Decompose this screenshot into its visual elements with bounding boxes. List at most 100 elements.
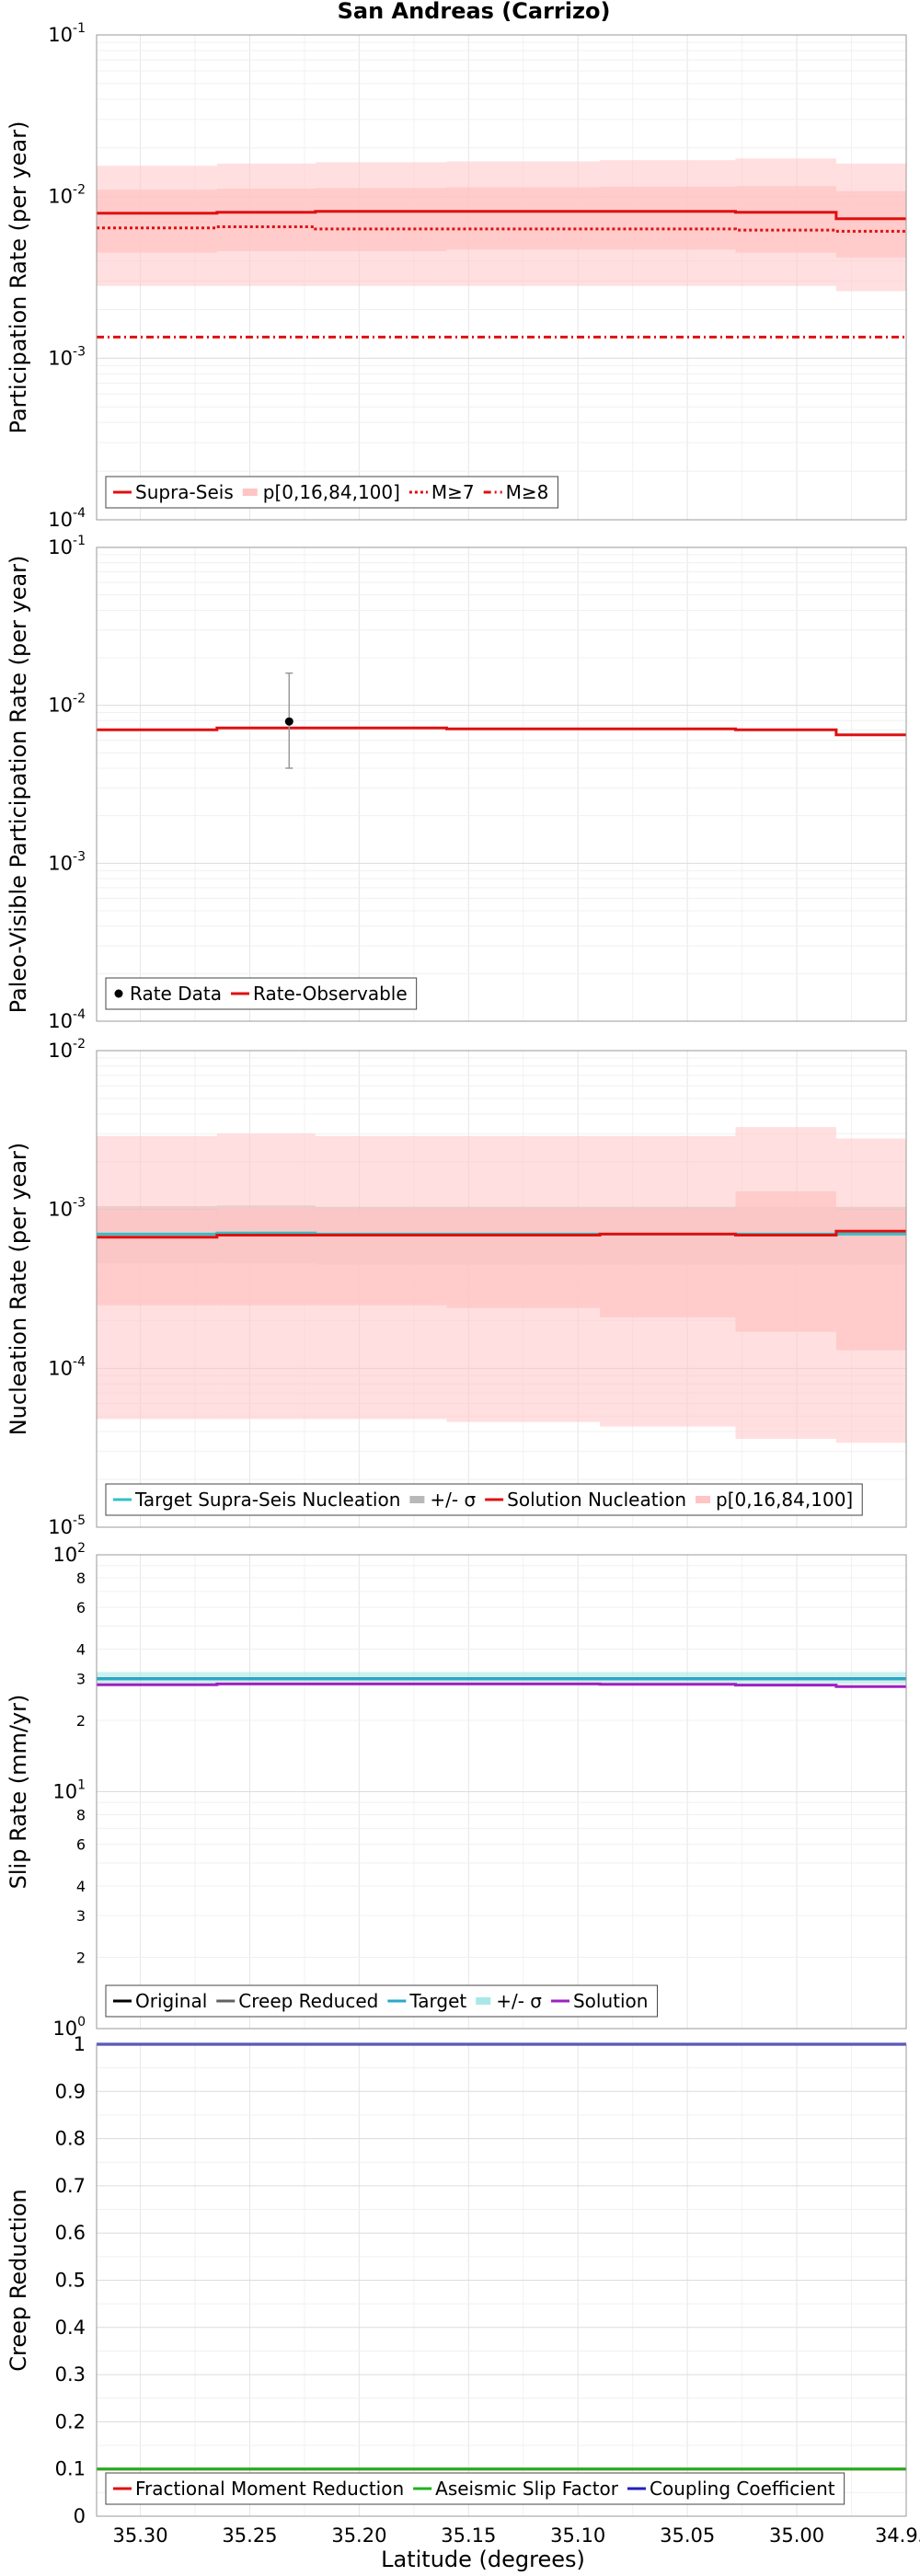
legend-label: Target Supra-Seis Nucleation: [134, 1489, 400, 1511]
series-p-0-16-84-100--band: [97, 1127, 906, 1443]
legend-label: Target: [408, 1990, 466, 2012]
y-tick-label: 0.6: [55, 2222, 86, 2244]
figure-title: San Andreas (Carrizo): [338, 0, 611, 24]
legend: Supra-Seis p[0,16,84,100] M≥7 M≥8: [105, 476, 558, 509]
x-tick-label: 35.25: [222, 2524, 277, 2547]
x-tick-label: 35.20: [331, 2524, 386, 2547]
legend: Fractional Moment Reduction Aseismic Slip…: [105, 2472, 845, 2505]
legend-label: Rate Data: [130, 983, 222, 1005]
y-tick-label: 0.7: [55, 2175, 86, 2197]
band-inner: [835, 190, 906, 258]
y-minor-tick-label: 4: [76, 1640, 86, 1658]
legend-label: Original: [135, 1990, 207, 2012]
band-inner: [97, 190, 217, 253]
x-axis-label: Latitude (degrees): [381, 2547, 585, 2572]
legend-label: p[0,16,84,100]: [716, 1489, 853, 1511]
grid: [97, 2043, 907, 2517]
legend-label: M≥8: [506, 481, 549, 503]
legend: Rate Data Rate-Observable: [105, 977, 418, 1010]
y-axis-label: Creep Reduction: [6, 2189, 31, 2371]
y-minor-tick-label: 6: [76, 1599, 86, 1616]
legend-label: Solution: [573, 1990, 648, 2012]
panel-slip: 102 101 100 2 3 4 6 8 2 3 4 6 8 Slip Rate (mm/yr) Orig…: [6, 1541, 907, 2040]
legend-box: [105, 476, 558, 509]
y-tick-label: 0.4: [55, 2317, 86, 2339]
y-tick-label: 10-4: [48, 1007, 86, 1032]
plot-frame: [96, 546, 907, 1022]
legend-label: Creep Reduced: [238, 1990, 378, 2012]
legend-label: Rate-Observable: [253, 983, 408, 1005]
plot-area: [97, 158, 906, 339]
y-tick-label: 10-2: [48, 183, 86, 208]
legend-label: +/- σ: [496, 1990, 542, 2012]
panel-paleo: 10-1 10-2 10-3 10-4 Paleo-Visible Participat…: [6, 534, 907, 1032]
y-minor-tick-label: 3: [76, 1671, 86, 1688]
legend-label: +/- σ: [430, 1489, 476, 1511]
y-tick-label: 10-2: [48, 692, 86, 717]
x-tick-label: 35.00: [769, 2524, 824, 2547]
panel-participation: 10-1 10-2 10-3 10-4 Participation Rate (per …: [6, 21, 907, 531]
legend-swatch: [476, 1997, 491, 2005]
band-inner: [315, 188, 447, 251]
band-inner: [216, 1208, 316, 1305]
legend-label: Solution Nucleation: [507, 1489, 686, 1511]
x-tick-label: 35.05: [660, 2524, 715, 2547]
data-point: [284, 717, 293, 726]
y-tick-label: 0.9: [55, 2080, 86, 2102]
y-axis-label: Nucleation Rate (per year): [6, 1143, 31, 1436]
y-tick-label: 102: [52, 1541, 86, 1566]
x-axis: 35.30 35.25 35.20 35.15 35.10 35.05 35.00 34.95: [113, 2524, 920, 2547]
panel-nucleation: 10-2 10-3 10-4 10-5 Nucleation Rate (per yea…: [6, 1037, 907, 1538]
x-tick-label: 35.30: [113, 2524, 168, 2547]
y-axis: 1 0.9 0.8 0.7 0.6 0.5 0.4 0.3 0.2 0.1 0: [55, 2033, 86, 2527]
panel-creep: 1 0.9 0.8 0.7 0.6 0.5 0.4 0.3 0.2 0.1 0 Creep Reduc…: [6, 2033, 907, 2527]
legend-swatch: [409, 1496, 425, 1503]
y-minor-tick-label: 6: [76, 1836, 86, 1854]
y-tick-label: 0.2: [55, 2410, 86, 2432]
y-tick-label: 100: [52, 2015, 86, 2040]
y-tick-label: 10-4: [48, 1354, 86, 1379]
legend: Target Supra-Seis Nucleation +/- σ Solutio…: [105, 1483, 863, 1516]
y-tick-label: 0: [74, 2505, 86, 2527]
y-tick-label: 10-3: [48, 849, 86, 874]
legend-marker: [114, 989, 123, 998]
band-inner: [446, 1208, 601, 1308]
y-tick-label: 0.5: [55, 2270, 86, 2292]
legend-box: [105, 2472, 845, 2505]
plot-frame: [96, 34, 907, 521]
series-solution-nucleation-line: [97, 1229, 906, 1239]
y-minor-tick-label: 2: [76, 1712, 86, 1730]
legend-label: Coupling Coefficient: [650, 2478, 835, 2500]
series-m-7-line: [97, 225, 906, 233]
legend-label: Aseismic Slip Factor: [435, 2478, 619, 2500]
plot-area: [97, 1672, 906, 1688]
band-inner: [600, 187, 736, 250]
legend-box: [105, 977, 418, 1010]
y-tick-label: 10-1: [48, 21, 86, 46]
legend-label: M≥7: [431, 481, 475, 503]
y-minor-tick-label: 2: [76, 1949, 86, 1966]
series-rate-observable-line: [97, 726, 906, 737]
legend-box: [105, 1483, 863, 1516]
legend-label: Fractional Moment Reduction: [135, 2478, 404, 2500]
plot-frame: [96, 2043, 907, 2517]
band-inner: [216, 189, 316, 251]
series-p-0-16-84-100--band: [97, 158, 906, 292]
y-axis: 102 101 100 2 3 4 6 8 2 3 4 6 8: [52, 1541, 86, 2040]
y-tick-label: 10-4: [48, 506, 86, 531]
y-minor-tick-label: 8: [76, 1570, 86, 1587]
legend-swatch: [696, 1496, 711, 1503]
y-minor-tick-label: 4: [76, 1878, 86, 1895]
y-axis-label: Paleo-Visible Participation Rate (per ye…: [6, 556, 31, 1014]
y-tick-label: 0.1: [55, 2458, 86, 2480]
y-tick-label: 10-5: [48, 1513, 86, 1538]
band-inner: [735, 186, 836, 253]
grid: [97, 546, 907, 1022]
y-tick-label: 10-3: [48, 344, 86, 369]
y-axis: 10-2 10-3 10-4 10-5: [48, 1037, 86, 1538]
band-inner: [446, 187, 601, 250]
band-inner: [600, 1208, 736, 1317]
y-tick-label: 10-3: [48, 1196, 86, 1221]
y-minor-tick-label: 8: [76, 1806, 86, 1823]
x-tick-label: 35.10: [550, 2524, 605, 2547]
